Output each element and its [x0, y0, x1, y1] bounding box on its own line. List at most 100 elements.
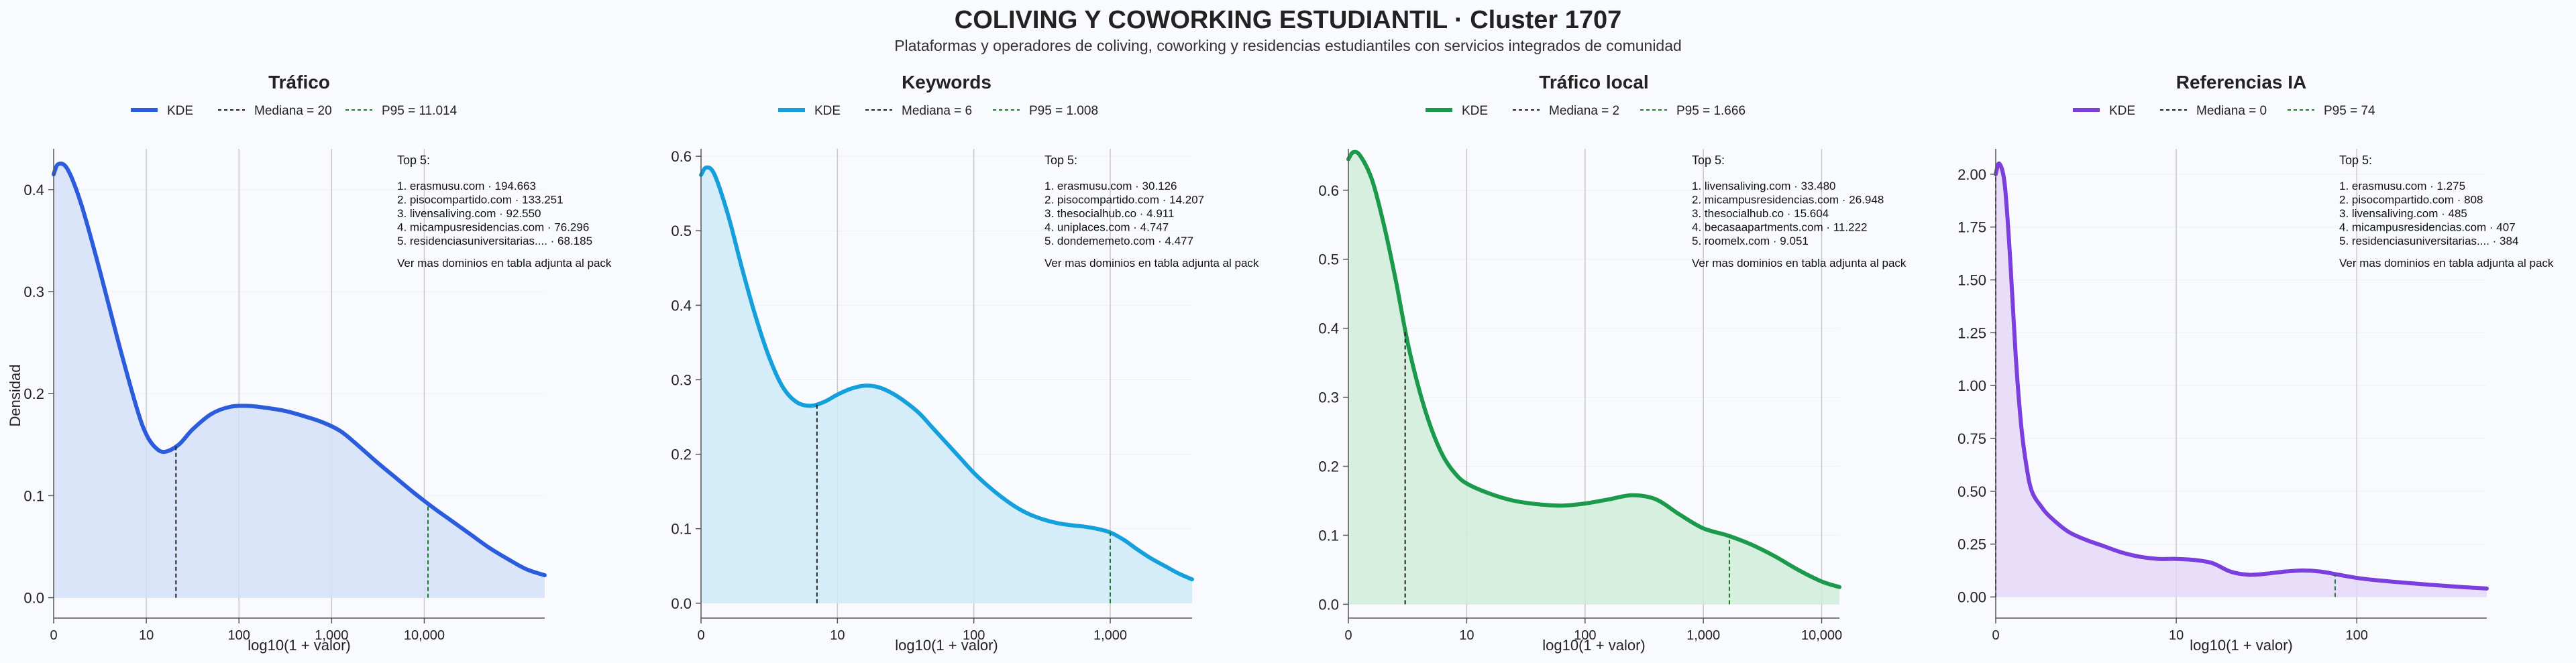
x-tick-label: 1,000: [1093, 628, 1127, 643]
x-tick-label: 10: [830, 628, 845, 643]
top5-item: 5. dondememeto.com · 4.477: [1044, 235, 1193, 247]
legend-kde-label: KDE: [167, 104, 193, 118]
y-tick-label: 1.75: [1957, 219, 1986, 236]
y-tick-label: 0.4: [1318, 320, 1339, 337]
y-tick-label: 0.1: [671, 521, 692, 538]
top5-item: 4. becasaapartments.com · 11.222: [1692, 221, 1867, 234]
x-tick-label: 10: [1459, 628, 1474, 643]
top5-item: 2. pisocompartido.com · 808: [2339, 194, 2483, 206]
chart-panel-1: Tráfico KDE Mediana = 20 P95 = 11.014 0.0 0.1…: [23, 72, 612, 654]
figure-title: COLIVING Y COWORKING ESTUDIANTIL · Clust…: [955, 6, 1622, 34]
top5-item: 1. livensaliving.com · 33.480: [1692, 180, 1836, 192]
y-tick-label: 0.4: [671, 297, 692, 314]
chart-panel-4: Referencias IA KDE Mediana = 0 P95 = 74 0.00…: [1957, 72, 2554, 654]
y-tick-label: 0.75: [1957, 430, 1986, 447]
top5-item: 2. pisocompartido.com · 14.207: [1044, 194, 1204, 206]
legend-kde-label: KDE: [2109, 104, 2135, 118]
y-tick-label: 0.2: [671, 446, 692, 463]
x-axis-label: log10(1 + valor): [2190, 637, 2292, 654]
legend-p95-label: P95 = 11.014: [382, 104, 458, 118]
top5-footer: Ver mas dominios en tabla adjunta al pac…: [1044, 257, 1259, 269]
y-tick-label: 0.1: [23, 487, 44, 504]
x-axis-label: log10(1 + valor): [895, 637, 998, 654]
y-tick-label: 2.00: [1957, 166, 1986, 183]
top5-item: 1. erasmusu.com · 30.126: [1044, 180, 1177, 192]
top5-footer: Ver mas dominios en tabla adjunta al pac…: [2339, 257, 2554, 269]
y-tick-label: 0.6: [1318, 182, 1339, 199]
top5-footer: Ver mas dominios en tabla adjunta al pac…: [397, 257, 612, 269]
top5-title: Top 5:: [1044, 154, 1077, 167]
legend: KDE Mediana = 20 P95 = 11.014: [131, 104, 458, 118]
y-tick-label: 0.5: [671, 223, 692, 239]
top5-item: 1. erasmusu.com · 194.663: [397, 180, 536, 192]
top5-item: 1. erasmusu.com · 1.275: [2339, 180, 2465, 192]
figure-subtitle: Plataformas y operadores de coliving, co…: [894, 37, 1682, 54]
panel-title: Tráfico local: [1539, 72, 1648, 93]
kde-line: [1346, 149, 1841, 589]
y-axis-label: Densidad: [7, 365, 23, 427]
top5-annotation: Top 5: 1. livensaliving.com · 33.480 2. mi…: [1692, 154, 1907, 269]
kde-area: [1996, 163, 2487, 597]
x-tick-label: 10: [139, 628, 154, 643]
y-tick-label: 0.2: [1318, 459, 1339, 475]
top5-item: 2. pisocompartido.com · 133.251: [397, 194, 564, 206]
legend: KDE Mediana = 6 P95 = 1.008: [778, 104, 1098, 118]
panel-title: Keywords: [902, 72, 991, 93]
top5-item: 5. roomelx.com · 9.051: [1692, 235, 1809, 247]
top5-annotation: Top 5: 1. erasmusu.com · 194.663 2. pisoco…: [397, 154, 612, 269]
chart-panel-3: Tráfico local KDE Mediana = 2 P95 = 1.666 0.…: [1318, 72, 1907, 654]
y-tick-label: 0.3: [23, 284, 44, 300]
kde-line: [52, 162, 547, 578]
y-tick-label: 0.00: [1957, 589, 1986, 605]
kde-line: [699, 165, 1194, 582]
x-tick-label: 100: [963, 628, 985, 643]
legend: KDE Mediana = 2 P95 = 1.666: [1426, 104, 1746, 118]
top5-item: 3. thesocialhub.co · 15.604: [1692, 207, 1829, 220]
top5-item: 5. residenciasuniversitarias.... · 68.18…: [397, 235, 592, 247]
legend-median-label: Mediana = 20: [254, 104, 332, 118]
y-tick-label: 0.50: [1957, 483, 1986, 500]
top5-item: 3. livensaliving.com · 92.550: [397, 207, 541, 220]
x-tick-label: 10: [2169, 628, 2184, 643]
x-tick-label: 0: [1344, 628, 1352, 643]
y-tick-label: 1.25: [1957, 324, 1986, 341]
x-tick-label: 0: [50, 628, 57, 643]
legend-kde-label: KDE: [1462, 104, 1488, 118]
x-tick-label: 100: [228, 628, 250, 643]
legend-p95-label: P95 = 1.666: [1676, 104, 1746, 118]
top5-title: Top 5:: [397, 154, 430, 167]
x-tick-label: 0: [1992, 628, 1999, 643]
x-tick-label: 10,000: [404, 628, 445, 643]
y-tick-label: 0.4: [23, 182, 44, 198]
legend-median-label: Mediana = 0: [2196, 104, 2267, 118]
top5-item: 4. uniplaces.com · 4.747: [1044, 221, 1169, 234]
legend: KDE Mediana = 0 P95 = 74: [2073, 104, 2375, 118]
top5-item: 3. livensaliving.com · 485: [2339, 207, 2467, 220]
top5-footer: Ver mas dominios en tabla adjunta al pac…: [1692, 257, 1907, 269]
legend-kde-label: KDE: [814, 104, 841, 118]
y-tick-label: 0.6: [671, 148, 692, 165]
y-tick-label: 0.3: [1318, 389, 1339, 406]
legend-median-label: Mediana = 2: [1549, 104, 1619, 118]
top5-item: 4. micampusresidencias.com · 76.296: [397, 221, 589, 234]
top5-item: 3. thesocialhub.co · 4.911: [1044, 207, 1174, 220]
panel-title: Tráfico: [268, 72, 330, 93]
y-tick-label: 0.3: [671, 371, 692, 388]
x-tick-label: 10,000: [1801, 628, 1842, 643]
legend-p95-label: P95 = 74: [2324, 104, 2375, 118]
top5-title: Top 5:: [1692, 154, 1725, 167]
kde-line: [1994, 161, 2489, 591]
top5-annotation: Top 5: 1. erasmusu.com · 30.126 2. pisocom…: [1044, 154, 1259, 269]
y-tick-label: 0.5: [1318, 251, 1339, 268]
y-tick-label: 1.00: [1957, 377, 1986, 394]
x-tick-label: 0: [697, 628, 704, 643]
y-tick-label: 0.0: [1318, 596, 1339, 613]
x-axis-label: log10(1 + valor): [1542, 637, 1645, 654]
y-tick-label: 0.0: [23, 590, 44, 607]
x-tick-label: 1,000: [1686, 628, 1720, 643]
chart-panel-2: Keywords KDE Mediana = 6 P95 = 1.008 0.0 0.1 0…: [671, 72, 1259, 654]
top5-item: 2. micampusresidencias.com · 26.948: [1692, 194, 1884, 206]
legend-p95-label: P95 = 1.008: [1029, 104, 1098, 118]
x-tick-label: 100: [2346, 628, 2368, 643]
